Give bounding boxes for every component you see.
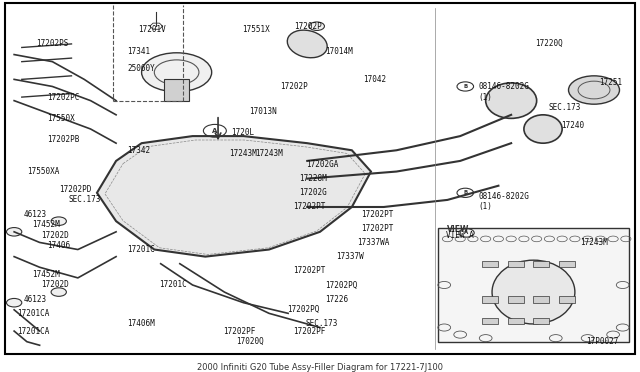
- Text: SEC.173: SEC.173: [68, 195, 100, 204]
- Text: 17228M: 17228M: [300, 174, 327, 183]
- Text: B: B: [463, 190, 467, 195]
- Text: 46123: 46123: [24, 209, 47, 219]
- Text: 17202D: 17202D: [41, 231, 68, 240]
- Text: 17202PF: 17202PF: [223, 327, 255, 336]
- Text: 17201CA: 17201CA: [17, 327, 50, 336]
- Polygon shape: [97, 136, 371, 257]
- Bar: [508, 318, 524, 324]
- Bar: [438, 228, 629, 342]
- Text: SEC.173: SEC.173: [548, 103, 580, 112]
- Bar: [508, 261, 524, 267]
- Text: 17202PB: 17202PB: [47, 135, 79, 144]
- Text: 17251: 17251: [599, 78, 622, 87]
- Text: 17202P: 17202P: [280, 82, 308, 91]
- Circle shape: [51, 288, 67, 296]
- Text: 17202PQ: 17202PQ: [287, 305, 319, 314]
- Text: 17452M: 17452M: [32, 270, 60, 279]
- Ellipse shape: [492, 260, 575, 324]
- Circle shape: [6, 298, 22, 307]
- Circle shape: [51, 217, 67, 225]
- Text: 17202PF: 17202PF: [293, 327, 326, 336]
- Text: 46123: 46123: [24, 295, 47, 304]
- Text: 17406: 17406: [47, 241, 70, 250]
- Text: A: A: [212, 128, 218, 134]
- Text: 17337W: 17337W: [336, 252, 364, 261]
- Text: 17243M: 17243M: [580, 238, 608, 247]
- Text: 17201C: 17201C: [159, 280, 187, 289]
- Bar: [483, 261, 499, 267]
- Text: 17202PQ: 17202PQ: [325, 280, 358, 289]
- Text: 17240: 17240: [561, 121, 584, 130]
- Text: 17202PS: 17202PS: [36, 39, 69, 48]
- Text: 17014M: 17014M: [325, 46, 353, 55]
- Text: 17201C: 17201C: [127, 245, 156, 254]
- Text: A: A: [465, 230, 468, 235]
- Bar: [534, 261, 549, 267]
- Text: 17042: 17042: [364, 75, 387, 84]
- Text: 17550XA: 17550XA: [27, 167, 60, 176]
- Text: 17220Q: 17220Q: [536, 39, 563, 48]
- Bar: [534, 318, 549, 324]
- Bar: [508, 296, 524, 303]
- Text: 17226: 17226: [325, 295, 348, 304]
- Text: SEC.173: SEC.173: [306, 320, 339, 328]
- Text: 17202PC: 17202PC: [47, 93, 79, 102]
- Text: 17243M: 17243M: [230, 149, 257, 158]
- Circle shape: [309, 22, 324, 31]
- Text: 17243M: 17243M: [255, 149, 283, 158]
- Text: VIEW: VIEW: [447, 225, 470, 234]
- Bar: [534, 296, 549, 303]
- Text: 17202G: 17202G: [300, 188, 327, 197]
- Text: 17202PT: 17202PT: [362, 209, 394, 219]
- Text: 25060Y: 25060Y: [127, 64, 156, 73]
- Circle shape: [6, 228, 22, 236]
- Text: 17550X: 17550X: [47, 114, 75, 123]
- Bar: [164, 79, 189, 101]
- Text: 17202P: 17202P: [294, 22, 323, 31]
- Text: 17201CA: 17201CA: [17, 309, 50, 318]
- Text: 17013N: 17013N: [248, 107, 276, 116]
- Text: 17341: 17341: [127, 46, 150, 55]
- Bar: [483, 296, 499, 303]
- Text: 17202PD: 17202PD: [59, 185, 91, 194]
- Text: 1720L: 1720L: [231, 128, 254, 137]
- Text: 17202PT: 17202PT: [293, 202, 326, 212]
- Bar: [559, 296, 575, 303]
- Text: (1): (1): [478, 93, 492, 102]
- Text: 17202PT: 17202PT: [293, 266, 326, 275]
- Ellipse shape: [486, 83, 537, 118]
- Text: 17201V: 17201V: [138, 25, 166, 34]
- Text: 17020Q: 17020Q: [236, 337, 264, 346]
- Text: 17342: 17342: [127, 146, 150, 155]
- Text: VIEW A: VIEW A: [446, 231, 474, 240]
- Text: 17406M: 17406M: [127, 320, 156, 328]
- Text: (1): (1): [478, 202, 492, 212]
- Text: 17202PT: 17202PT: [362, 224, 394, 233]
- Bar: [483, 318, 499, 324]
- Circle shape: [141, 53, 212, 92]
- Ellipse shape: [524, 115, 562, 143]
- Text: 17202GA: 17202GA: [306, 160, 339, 169]
- Text: 17202D: 17202D: [41, 280, 68, 289]
- Ellipse shape: [287, 30, 327, 58]
- Text: 08146-8202G: 08146-8202G: [478, 192, 529, 201]
- Text: B: B: [463, 84, 467, 89]
- Text: 17P0027: 17P0027: [586, 337, 619, 346]
- Text: 17551X: 17551X: [243, 25, 270, 34]
- Text: 17452M: 17452M: [32, 220, 60, 229]
- Circle shape: [568, 76, 620, 104]
- Text: 08146-8202G: 08146-8202G: [478, 82, 529, 91]
- Text: 2000 Infiniti G20 Tube Assy-Filler Diagram for 17221-7J100: 2000 Infiniti G20 Tube Assy-Filler Diagr…: [197, 363, 443, 372]
- Bar: [559, 261, 575, 267]
- Text: 17337WA: 17337WA: [357, 238, 389, 247]
